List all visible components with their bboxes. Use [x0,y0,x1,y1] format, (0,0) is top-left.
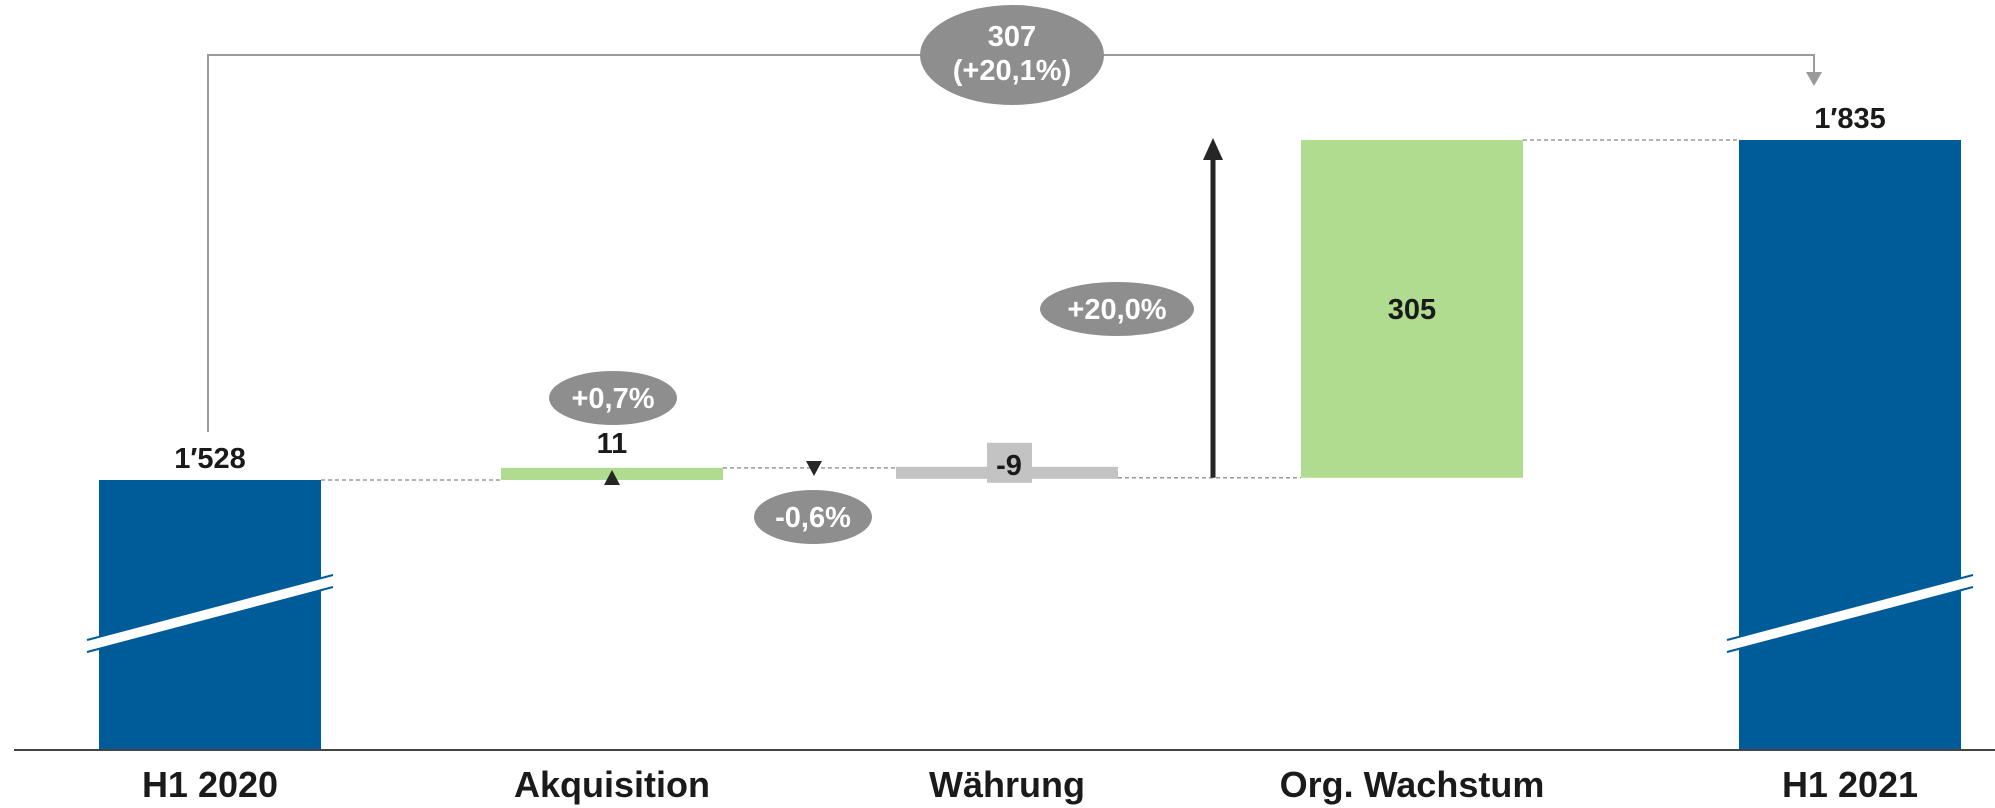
data-label-box [987,442,1032,483]
category-label: H1 2020 [142,764,278,805]
data-label: 11 [597,428,628,460]
category-label: H1 2021 [1782,764,1918,805]
category-label: Währung [929,764,1085,805]
total-change-value: 307 [988,21,1036,53]
total-change-percent: (+20,1%) [953,55,1071,87]
data-label: 1′835 [1814,103,1885,135]
up-triangle-marker [604,470,620,485]
axis-break-line [86,586,334,653]
total-change-arrow-head [1806,72,1822,86]
axis-break-mark [86,574,334,653]
percent-badge-label: +20,0% [1067,294,1166,326]
growth-arrow-head [1203,138,1223,160]
axis-break-gap [1727,575,1973,652]
category-label: Org. Wachstum [1280,764,1545,805]
data-label: 305 [1388,294,1436,326]
percent-badge [754,490,872,544]
percent-badge-label: +0,7% [571,383,654,415]
data-label: 1′528 [174,443,245,475]
total-bar [1739,140,1961,750]
axis-break-mark [1726,574,1974,653]
percent-badge-label: -0,6% [775,502,851,534]
percent-badge [1040,282,1194,336]
total-change-bracket [207,54,1815,432]
axis-break-line [86,574,334,641]
axis-break-line [1726,574,1974,641]
axis-break-line [1726,586,1974,653]
percent-badge [549,371,677,425]
total-change-badge [920,5,1104,105]
increase-bar [1301,140,1523,478]
data-label: -9 [996,450,1022,482]
axis-break-gap [87,575,333,652]
category-label: Akquisition [514,764,710,805]
down-triangle-marker [806,461,822,476]
